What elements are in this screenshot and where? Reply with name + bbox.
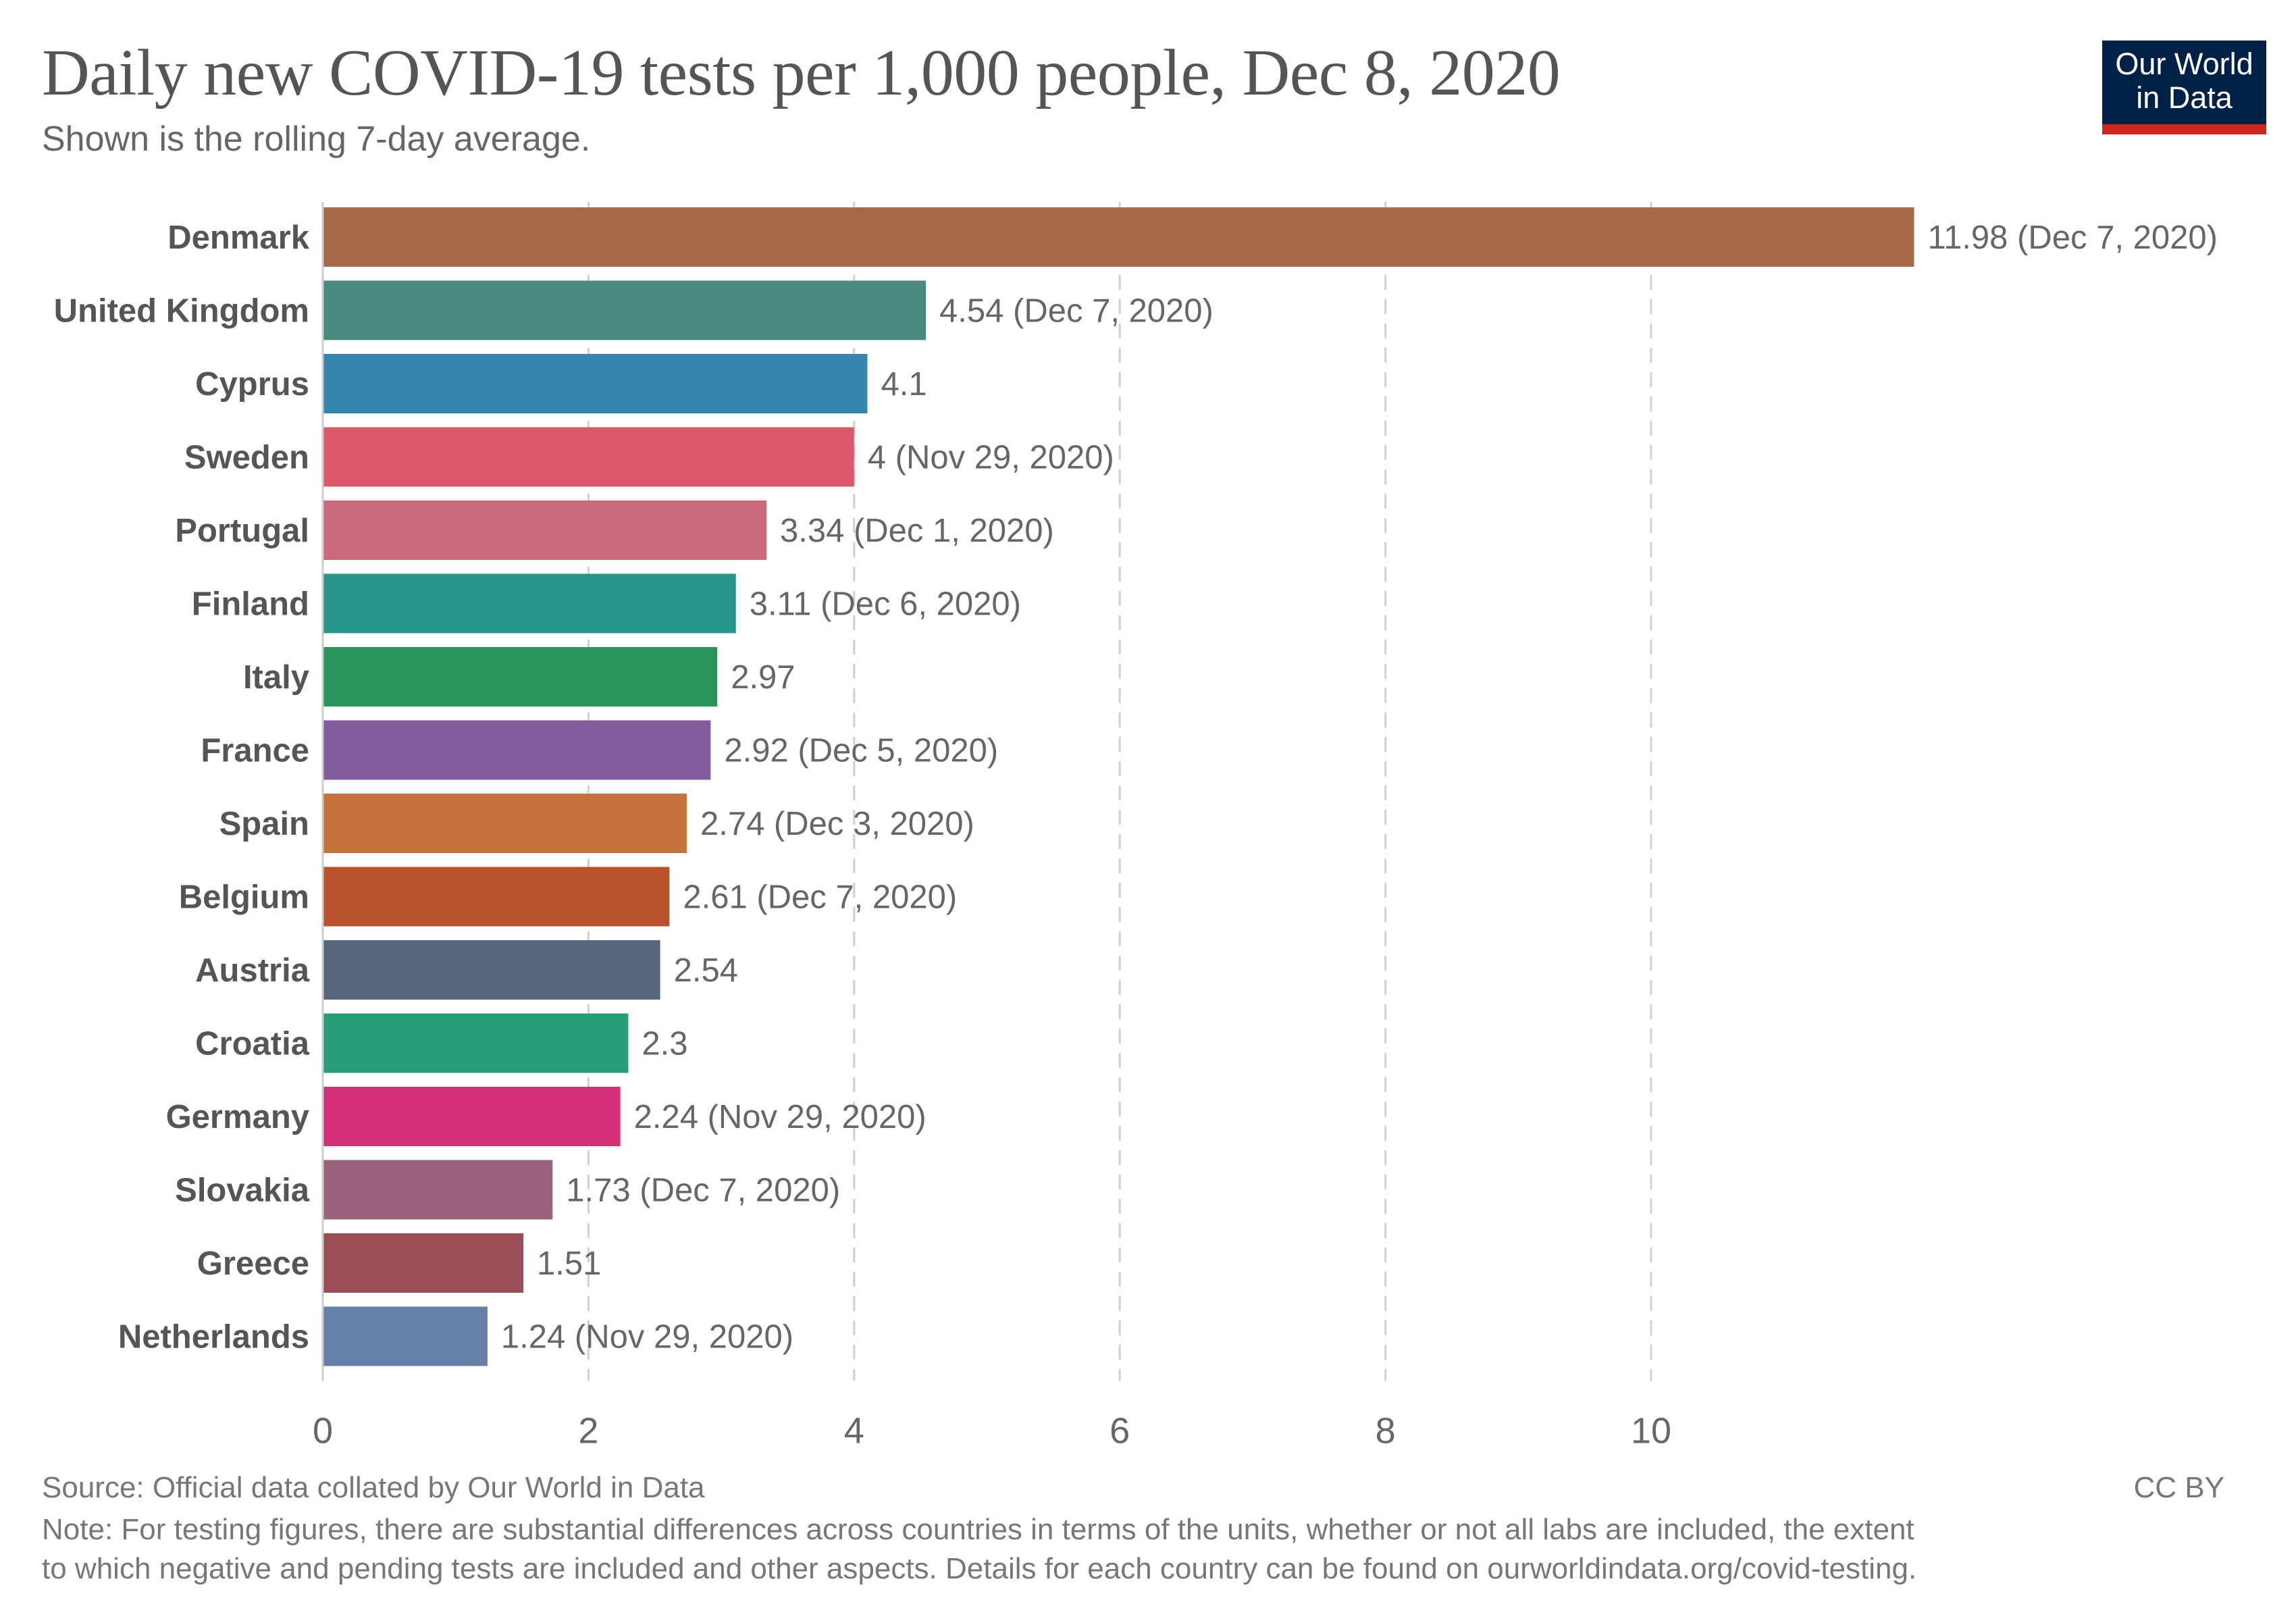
bar-austria[interactable] bbox=[323, 940, 660, 1000]
value-label: 4 (Nov 29, 2020) bbox=[868, 440, 1114, 476]
bar-portugal[interactable] bbox=[323, 500, 766, 560]
category-label: Italy bbox=[243, 659, 309, 696]
x-tick-label: 2 bbox=[578, 1411, 598, 1451]
category-label: Belgium bbox=[179, 879, 309, 916]
category-label: Portugal bbox=[175, 513, 309, 549]
value-label: 2.92 (Dec 5, 2020) bbox=[724, 733, 998, 769]
value-label: 2.24 (Nov 29, 2020) bbox=[634, 1099, 927, 1135]
category-label: United Kingdom bbox=[54, 293, 309, 330]
x-tick-label: 10 bbox=[1631, 1411, 1671, 1451]
category-label: Netherlands bbox=[118, 1319, 309, 1356]
value-label: 4.54 (Dec 7, 2020) bbox=[939, 293, 1214, 330]
logo-text: Our World in Data bbox=[2102, 47, 2266, 115]
bar-spain[interactable] bbox=[323, 794, 687, 853]
value-label: 2.74 (Dec 3, 2020) bbox=[700, 806, 974, 842]
value-label: 3.11 (Dec 6, 2020) bbox=[750, 586, 1021, 623]
bar-netherlands[interactable] bbox=[323, 1306, 488, 1366]
bar-france[interactable] bbox=[323, 720, 711, 780]
bar-italy[interactable] bbox=[323, 647, 718, 706]
bar-germany[interactable] bbox=[323, 1087, 621, 1146]
category-label: France bbox=[201, 733, 309, 769]
category-label: Austria bbox=[195, 952, 310, 989]
owid-logo[interactable]: Our World in Data bbox=[2102, 41, 2266, 134]
bar-slovakia[interactable] bbox=[323, 1160, 553, 1220]
value-label: 11.98 (Dec 7, 2020) bbox=[1927, 220, 2217, 256]
bar-croatia[interactable] bbox=[323, 1013, 629, 1073]
chart-subtitle: Shown is the rolling 7-day average. bbox=[42, 120, 591, 159]
bar-greece[interactable] bbox=[323, 1233, 524, 1293]
logo-line-1: Our World bbox=[2115, 47, 2253, 81]
bar-finland[interactable] bbox=[323, 573, 736, 634]
bar-united-kingdom[interactable] bbox=[323, 280, 927, 340]
category-label: Greece bbox=[197, 1245, 309, 1282]
value-label: 2.61 (Dec 7, 2020) bbox=[683, 879, 957, 916]
category-label: Finland bbox=[192, 586, 309, 623]
category-label: Sweden bbox=[184, 440, 309, 476]
footnote: Note: For testing figures, there are sub… bbox=[42, 1510, 2270, 1589]
source-note: Source: Official data collated by Our Wo… bbox=[42, 1471, 705, 1504]
value-label: 2.97 bbox=[731, 659, 795, 696]
value-label: 2.3 bbox=[642, 1026, 687, 1062]
category-label: Cyprus bbox=[195, 366, 309, 403]
x-tick-label: 8 bbox=[1376, 1411, 1396, 1451]
footnote-line-2: to which negative and pending tests are … bbox=[42, 1552, 1917, 1585]
value-label: 1.73 (Dec 7, 2020) bbox=[566, 1173, 840, 1209]
license-link[interactable]: CC BY bbox=[2133, 1471, 2224, 1504]
bar-denmark[interactable] bbox=[323, 207, 1914, 267]
category-label: Germany bbox=[166, 1099, 309, 1135]
bar-sweden[interactable] bbox=[323, 427, 854, 487]
value-labels: 11.98 (Dec 7, 2020) 4.54 (Dec 7, 2020) 4.1… bbox=[501, 220, 2218, 1356]
category-label: Slovakia bbox=[175, 1173, 310, 1209]
logo-line-2: in Data bbox=[2136, 80, 2233, 115]
category-label: Spain bbox=[219, 806, 309, 842]
logo-accent-bar bbox=[2102, 124, 2266, 134]
bar-belgium[interactable] bbox=[323, 867, 670, 927]
value-label: 1.51 bbox=[537, 1245, 601, 1282]
x-tick-label: 6 bbox=[1110, 1411, 1130, 1451]
chart-title: Daily new COVID-19 tests per 1,000 peopl… bbox=[42, 36, 1561, 109]
value-label: 4.1 bbox=[881, 366, 927, 403]
value-label: 3.34 (Dec 1, 2020) bbox=[780, 513, 1054, 549]
x-tick-label: 0 bbox=[313, 1411, 333, 1451]
value-label: 1.24 (Nov 29, 2020) bbox=[501, 1319, 793, 1356]
bars bbox=[323, 207, 1914, 1366]
x-axis-ticks: 0 2 4 6 8 10 bbox=[313, 1411, 1671, 1451]
value-label: 2.54 bbox=[674, 952, 738, 989]
x-tick-label: 4 bbox=[844, 1411, 864, 1451]
category-label: Croatia bbox=[195, 1026, 310, 1062]
bar-cyprus[interactable] bbox=[323, 354, 868, 413]
footnote-line-1: Note: For testing figures, there are sub… bbox=[42, 1513, 1914, 1546]
category-label: Denmark bbox=[167, 220, 309, 256]
category-labels: Denmark United Kingdom Cyprus Sweden Portuga… bbox=[54, 220, 310, 1356]
